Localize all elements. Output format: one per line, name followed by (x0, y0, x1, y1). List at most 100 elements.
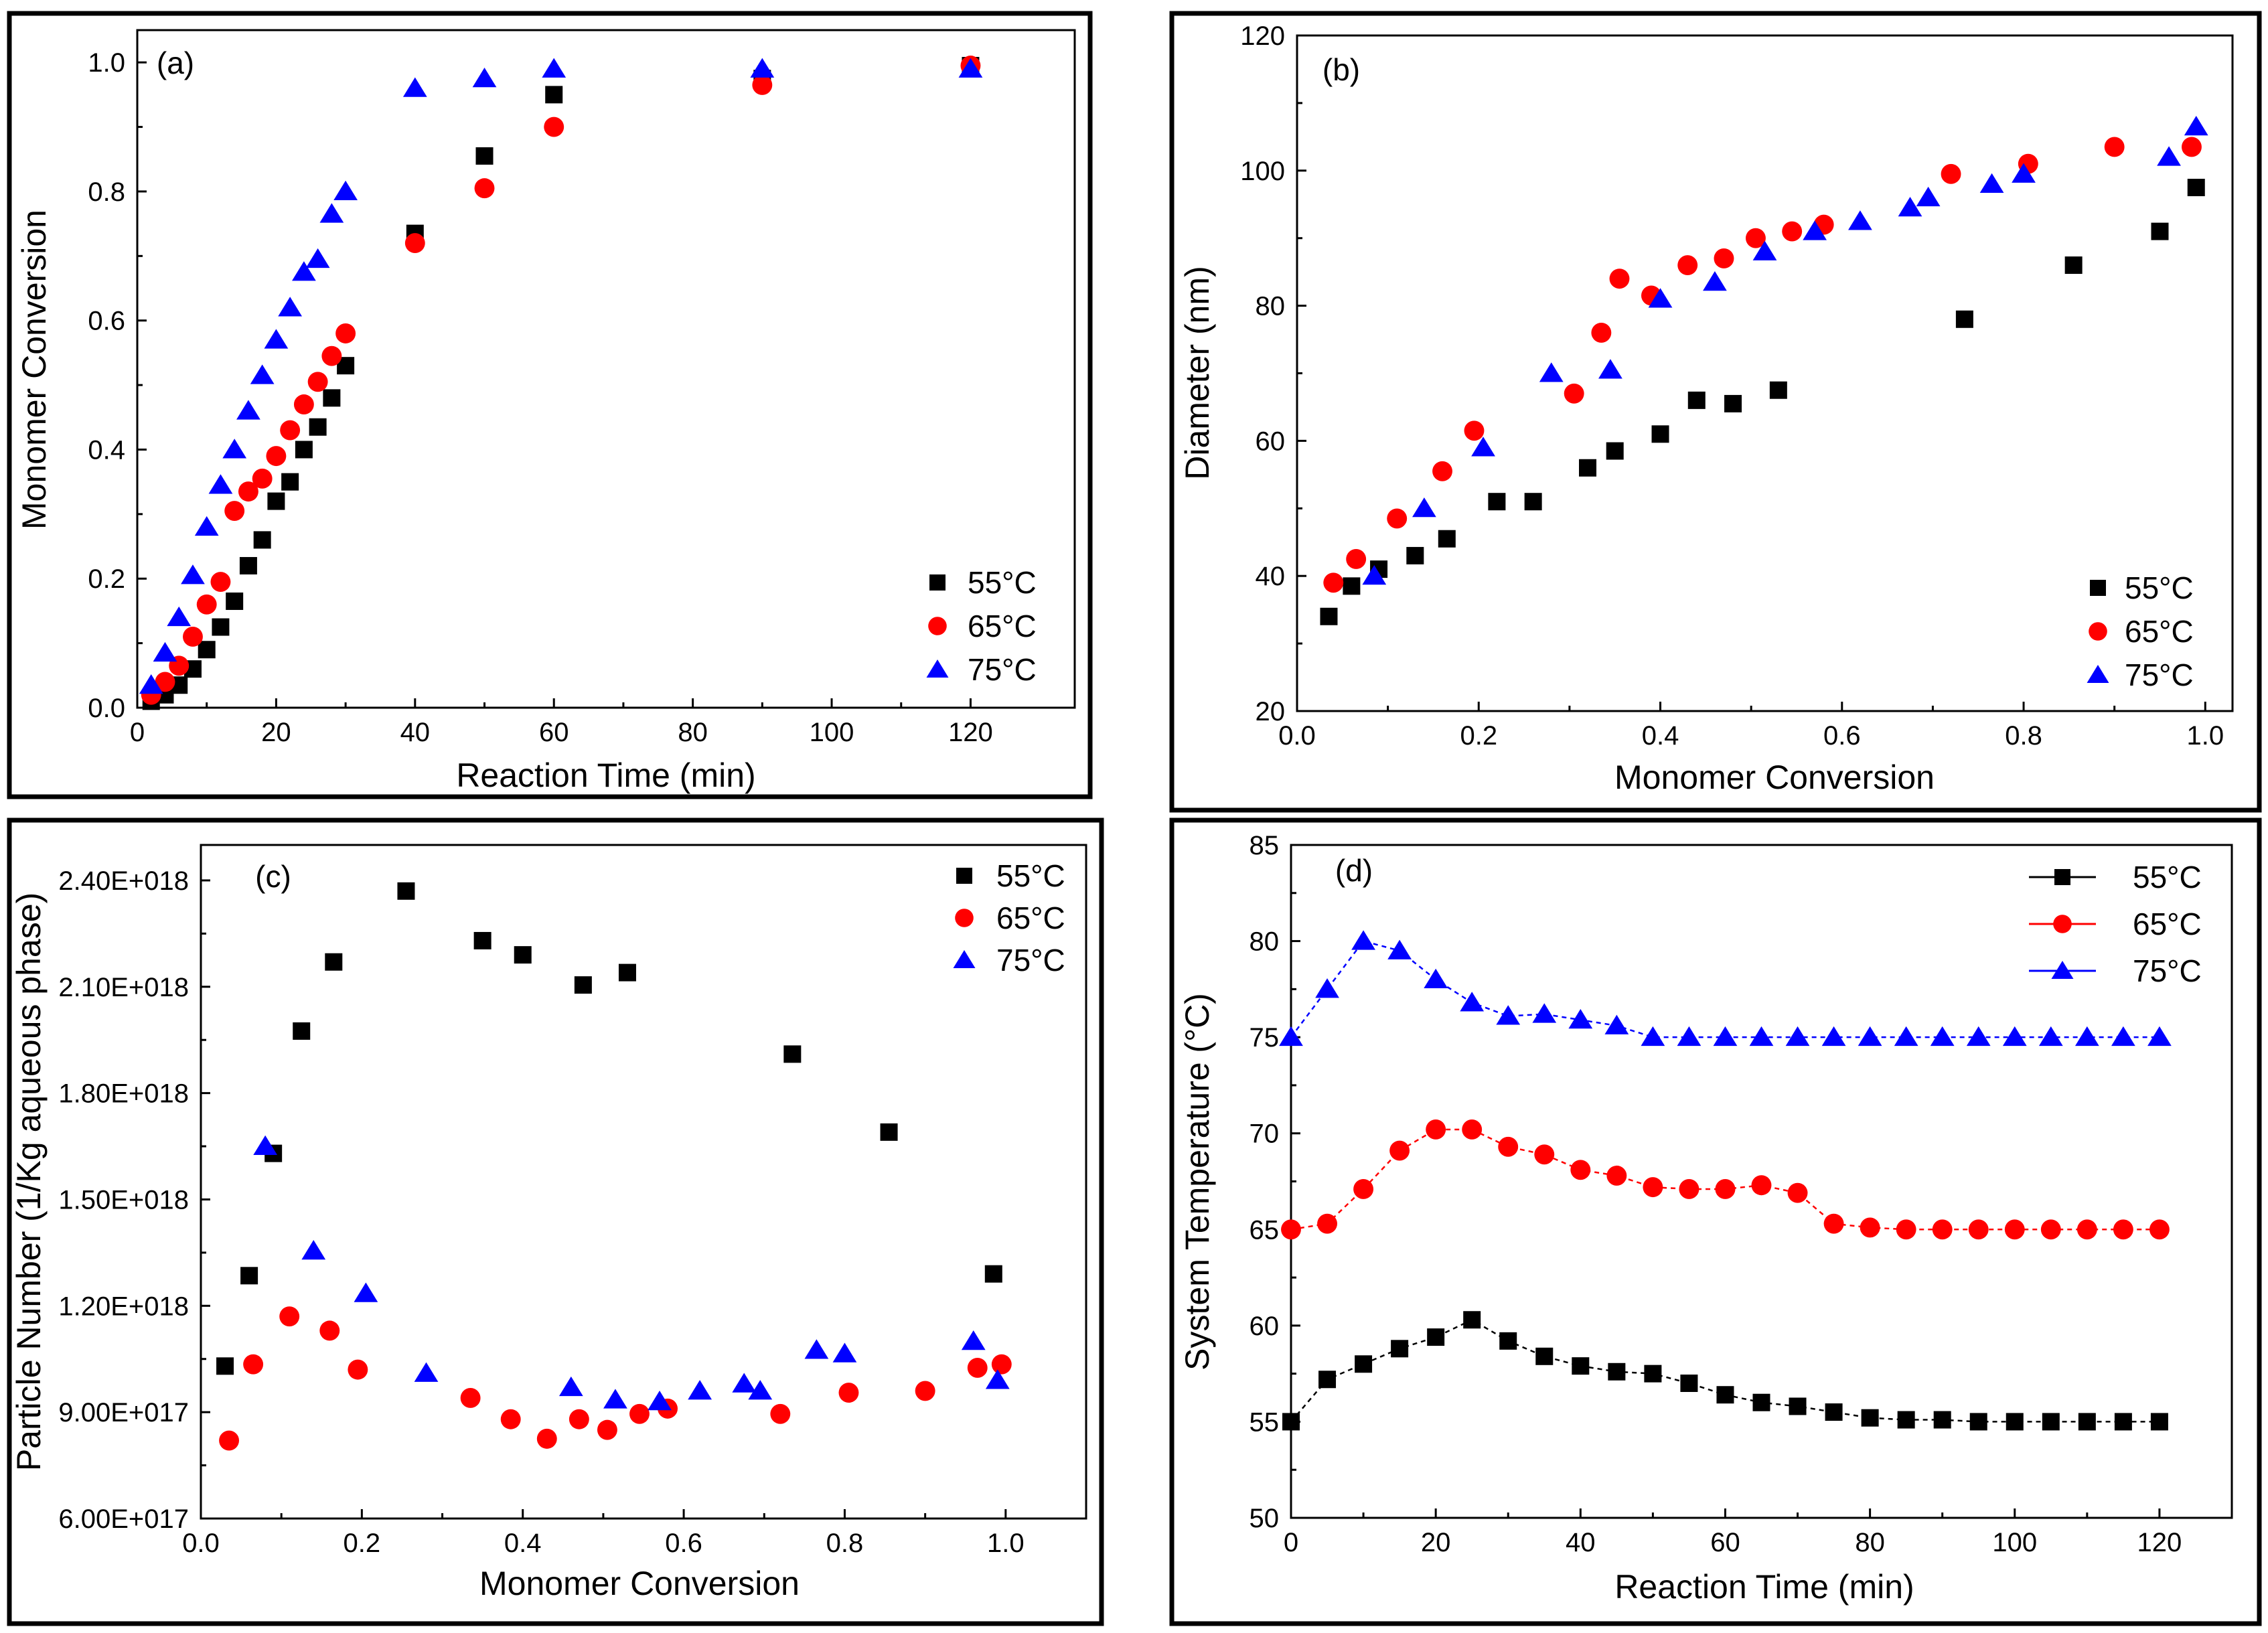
data-point (293, 1022, 311, 1040)
data-point (198, 641, 216, 659)
y-tick-label: 40 (1256, 562, 1286, 591)
data-point (629, 1403, 650, 1424)
series-55°C (1282, 1311, 2168, 1431)
data-point (770, 1403, 791, 1424)
data-point (1677, 1026, 1702, 1046)
y-tick-label: 65 (1250, 1215, 1280, 1245)
data-point (2113, 1219, 2133, 1240)
y-tick-label: 0.0 (88, 694, 125, 723)
data-point (544, 116, 564, 137)
series-65°C (1281, 1119, 2170, 1240)
x-tick-label: 0.0 (182, 1529, 220, 1558)
legend-marker (928, 617, 947, 635)
data-point (155, 672, 175, 692)
data-point (991, 1354, 1012, 1375)
data-point (139, 674, 163, 694)
legend-marker (2090, 580, 2106, 596)
data-point (1579, 459, 1597, 477)
y-tick-label: 1.0 (88, 48, 125, 78)
x-axis-title: Reaction Time (min) (456, 757, 755, 794)
data-point (1346, 549, 1367, 569)
data-point (238, 481, 258, 502)
series-55°C (216, 882, 1002, 1375)
data-point (1412, 497, 1436, 518)
data-point (558, 1376, 583, 1397)
data-point (1608, 1363, 1626, 1381)
data-point (1460, 992, 1485, 1012)
data-point (1714, 248, 1734, 268)
data-point (1979, 173, 2004, 193)
data-point (1281, 1219, 1301, 1240)
data-point (1749, 1026, 1774, 1046)
data-point (1641, 1026, 1665, 1046)
data-point (264, 329, 289, 349)
data-point (335, 323, 356, 343)
data-point (1787, 1182, 1808, 1203)
data-point (915, 1381, 935, 1401)
data-point (333, 180, 358, 200)
y-axis-title: Diameter (nm) (1179, 266, 1216, 479)
data-point (1860, 1217, 1880, 1238)
data-point (1785, 1026, 1810, 1046)
data-point (1932, 1219, 1953, 1240)
data-point (545, 86, 563, 104)
data-point (2004, 1219, 2025, 1240)
x-axis-title: Monomer Conversion (1614, 759, 1935, 796)
data-point (2076, 1219, 2097, 1240)
data-point (1894, 1026, 1918, 1046)
data-point (1496, 1005, 1521, 1025)
data-point (402, 77, 427, 97)
data-point (1564, 383, 1584, 404)
data-point (1933, 1411, 1951, 1429)
data-point (1606, 442, 1624, 460)
data-point (1821, 1026, 1846, 1046)
data-point (181, 564, 205, 585)
y-tick-label: 60 (1250, 1312, 1280, 1341)
legend-marker (2051, 961, 2074, 979)
data-point (1651, 425, 1669, 443)
x-axis-title: Monomer Conversion (479, 1565, 800, 1602)
legend-label: 65°C (2133, 907, 2202, 941)
legend-label: 65°C (968, 609, 1037, 643)
data-point (1427, 1328, 1445, 1346)
legend: 55°C 65°C 75°C (2087, 570, 2194, 692)
legend-marker (2054, 869, 2070, 885)
data-point (1598, 359, 1622, 379)
data-point (183, 627, 203, 647)
data-point (293, 394, 314, 414)
data-point (967, 1358, 988, 1378)
data-point (224, 501, 245, 521)
legend: 55°C 65°C 75°C (2029, 860, 2202, 988)
data-point (404, 233, 425, 254)
data-point (2040, 1219, 2061, 1240)
y-tick-label: 55 (1250, 1407, 1280, 1437)
data-point (194, 516, 219, 536)
x-tick-label: 0.0 (1278, 721, 1316, 751)
data-point (295, 441, 313, 459)
data-point (474, 178, 495, 199)
data-point (750, 58, 775, 78)
x-tick-label: 80 (1855, 1528, 1885, 1557)
data-point (569, 1409, 589, 1429)
data-point (1570, 1160, 1591, 1180)
data-point (688, 1380, 712, 1400)
y-tick-label: 50 (1250, 1504, 1280, 1533)
data-point (240, 1267, 258, 1285)
data-point (752, 74, 773, 95)
data-point (1751, 1175, 1772, 1196)
data-point (832, 1342, 857, 1363)
data-point (514, 946, 532, 964)
legend-label: 75°C (968, 652, 1037, 687)
data-point (2147, 1026, 2172, 1046)
data-point (536, 1428, 557, 1449)
series-line (1290, 1318, 2160, 1423)
y-axis-title: System Temperature (°C) (1179, 993, 1216, 1371)
data-point (281, 473, 299, 491)
data-point (354, 1282, 378, 1302)
legend-marker (953, 950, 976, 968)
data-point (1724, 394, 1742, 412)
data-point (2078, 1413, 2096, 1431)
y-tick-label: 0.8 (88, 177, 125, 207)
data-point (397, 882, 415, 900)
series-65°C (1323, 137, 2202, 593)
